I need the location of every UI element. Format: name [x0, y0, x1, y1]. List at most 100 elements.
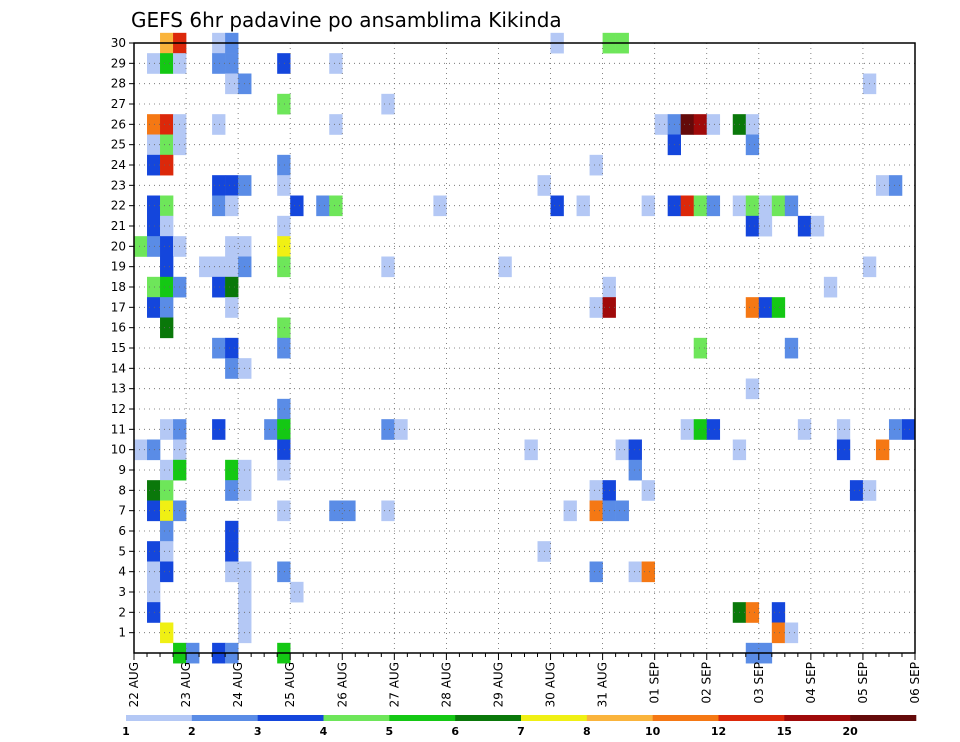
- heatmap-cell: [693, 419, 708, 440]
- heatmap-cell: [836, 439, 851, 461]
- y-tick-label: 18: [111, 280, 126, 294]
- heatmap-cell: [264, 419, 278, 440]
- heatmap-cell: [771, 297, 786, 318]
- legend-swatch: [718, 715, 785, 721]
- heatmap-cell: [160, 419, 174, 440]
- y-tick-label: 24: [111, 158, 126, 172]
- legend-label: 8: [583, 725, 591, 738]
- y-tick-label: 26: [111, 117, 126, 131]
- heatmap-cell: [147, 236, 161, 257]
- x-tick-label: 02 SEP: [700, 662, 714, 704]
- heatmap-cell: [706, 195, 721, 217]
- heatmap-cell: [225, 276, 239, 298]
- heatmap-cell: [147, 114, 161, 135]
- heatmap-cell: [680, 114, 695, 135]
- heatmap-cell: [771, 602, 786, 623]
- heatmap-cell: [225, 561, 239, 583]
- heatmap-cell: [394, 419, 408, 440]
- legend-label: 15: [777, 725, 792, 738]
- heatmap-cell: [706, 419, 721, 440]
- heatmap-cell: [277, 93, 291, 115]
- y-tick-label: 19: [111, 260, 126, 274]
- heatmap-cell: [745, 378, 760, 400]
- heatmap-cell: [147, 276, 161, 298]
- heatmap-cell: [212, 114, 226, 135]
- heatmap-cell: [771, 195, 786, 217]
- x-tick-label: 23 AUG: [179, 662, 193, 707]
- heatmap-cell: [160, 195, 174, 217]
- heatmap-cell: [641, 195, 655, 217]
- x-tick-label: 04 SEP: [804, 662, 818, 704]
- heatmap-cell: [147, 53, 161, 74]
- heatmap-cell: [329, 114, 343, 135]
- heatmap-cell: [160, 114, 174, 135]
- heatmap-cell: [277, 215, 291, 237]
- x-tick-label: 30 AUG: [544, 662, 558, 707]
- heatmap-cell: [758, 215, 773, 237]
- y-tick-label: 11: [111, 422, 126, 436]
- y-tick-label: 3: [118, 585, 126, 599]
- heatmap-cell: [225, 480, 239, 501]
- legend-swatch: [784, 715, 851, 721]
- heatmap-cell: [836, 419, 851, 440]
- x-tick-label: 06 SEP: [908, 662, 922, 704]
- heatmap-cell: [225, 337, 239, 359]
- heatmap-cell: [498, 256, 512, 278]
- heatmap-cell: [875, 439, 890, 461]
- legend-label: 2: [188, 725, 196, 738]
- y-tick-label: 21: [111, 219, 126, 233]
- heatmap-cell: [277, 459, 291, 481]
- legend-label: 10: [645, 725, 661, 738]
- heatmap-cell: [147, 581, 161, 603]
- heatmap-cell: [329, 195, 343, 217]
- heatmap-cell: [277, 561, 291, 583]
- x-axis: 22 AUG 23 AUG 24 AUG 25 AUG 26 AUG 27 AUG 28 A…: [127, 653, 922, 707]
- heatmap-cell: [693, 337, 708, 359]
- heatmap-cell: [277, 317, 291, 339]
- heatmap-cell: [784, 622, 799, 644]
- legend-swatch: [191, 715, 258, 721]
- heatmap-cell: [160, 561, 174, 583]
- legend-swatch: [126, 715, 193, 721]
- heatmap-cell: [160, 541, 174, 562]
- legend-swatch: [389, 715, 456, 721]
- heatmap-cell: [225, 358, 239, 379]
- heatmap-cell: [706, 114, 721, 135]
- heatmap-cell: [160, 622, 174, 644]
- heatmap-cell: [654, 114, 668, 135]
- heatmap-cell: [381, 500, 395, 522]
- heatmap-cell: [693, 195, 708, 217]
- heatmap-cell: [693, 114, 708, 135]
- y-tick-label: 1: [118, 626, 126, 640]
- heatmap-cell: [212, 419, 226, 440]
- heatmap-cell: [147, 215, 161, 237]
- heatmap-cell: [316, 195, 330, 217]
- heatmap-cell: [589, 154, 603, 176]
- heatmap-cell: [810, 215, 825, 237]
- legend-swatch: [323, 715, 390, 721]
- heatmap-cell: [615, 439, 629, 461]
- heatmap-cell: [160, 154, 174, 176]
- heatmap-cell: [277, 53, 291, 74]
- heatmap-cell: [290, 195, 304, 217]
- heatmap-cell: [628, 459, 642, 481]
- heatmap-cell: [160, 236, 174, 257]
- heatmap-cell: [277, 419, 291, 440]
- heatmap-cell: [745, 297, 760, 318]
- y-tick-label: 12: [111, 402, 126, 416]
- heatmap-cell: [745, 114, 760, 135]
- heatmap-cell: [160, 134, 174, 156]
- legend-label: 6: [451, 725, 459, 738]
- legend-label: 1: [122, 725, 130, 738]
- heatmap-cell: [745, 195, 760, 217]
- y-tick-label: 25: [111, 138, 126, 152]
- heatmap-cell: [160, 53, 174, 74]
- heatmap-cell: [381, 93, 395, 115]
- heatmap-cell: [628, 561, 642, 583]
- y-tick-label: 27: [111, 97, 126, 111]
- heatmap-cell: [277, 236, 291, 257]
- heatmap-cell: [628, 439, 642, 461]
- heatmap-cell: [225, 175, 239, 196]
- y-tick-label: 29: [111, 56, 126, 70]
